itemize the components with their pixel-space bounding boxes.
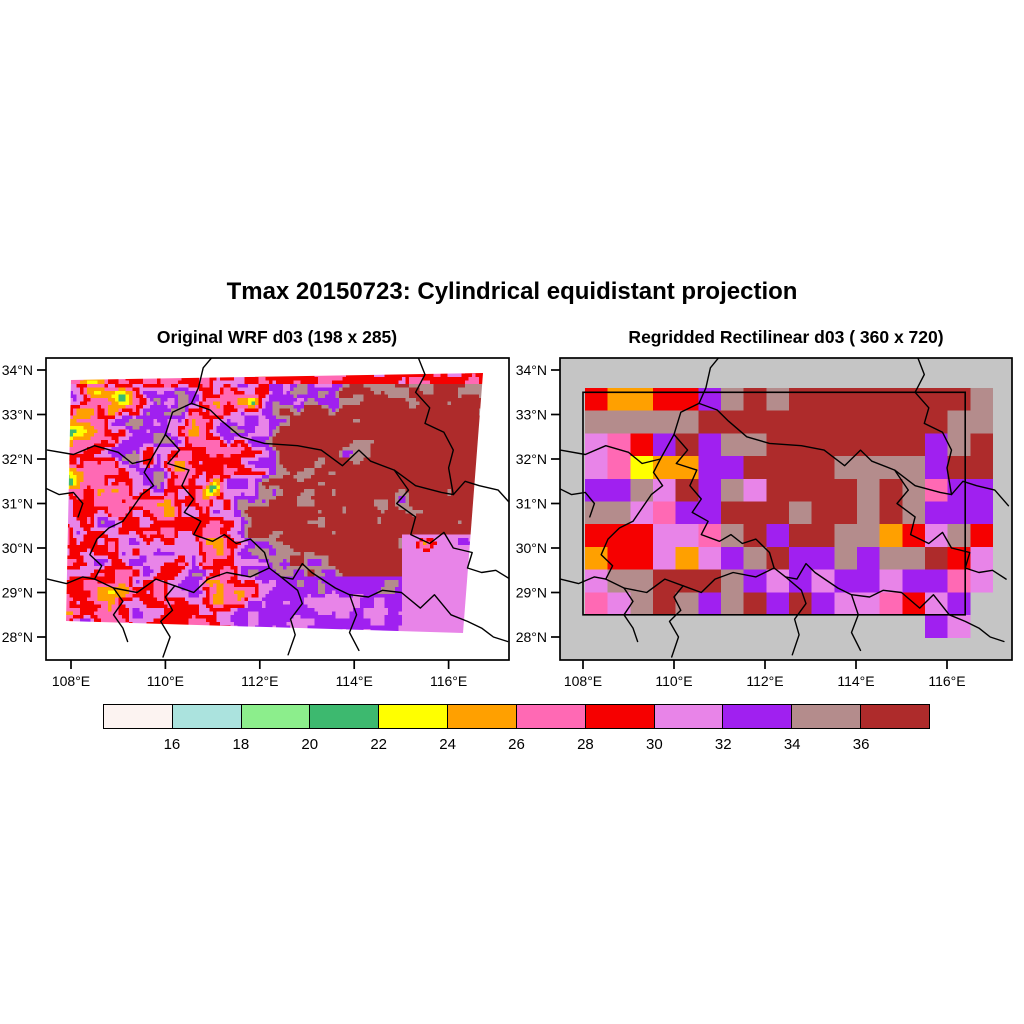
left-lat-tick-label: 33°N (2, 407, 33, 423)
domain-outline-rect (582, 391, 967, 616)
right-lon-tick-label: 110°E (655, 673, 692, 689)
map-boundary-line (850, 594, 862, 652)
colorbar-label: 22 (370, 736, 387, 753)
left-lon-tick-label: 116°E (430, 673, 467, 689)
right-lat-tick-label: 32°N (516, 451, 547, 467)
right-lon-tick-label: 112°E (746, 673, 783, 689)
map-boundary-line (89, 458, 155, 643)
map-boundary-line (46, 358, 213, 465)
left-map-area (46, 358, 509, 658)
colorbar-swatch-2 (172, 705, 242, 728)
map-boundary-line (348, 594, 360, 652)
colorbar-swatch-6 (448, 705, 517, 728)
left-lat-tick-label: 31°N (2, 496, 33, 512)
map-boundary-line (560, 358, 720, 465)
right-lat-tick-label: 31°N (516, 496, 547, 512)
colorbar-label: 20 (301, 736, 319, 753)
map-boundary-line (46, 487, 84, 518)
colorbar-swatch-11 (792, 705, 862, 728)
map-boundary-line (560, 576, 607, 585)
colorbar-label: 18 (232, 736, 250, 753)
left-lon-tick-label: 114°E (336, 673, 373, 689)
left-lat-tick-label: 32°N (2, 451, 33, 467)
colorbar-swatch-7 (516, 705, 586, 728)
right-lat-tick-label: 30°N (516, 540, 547, 556)
colorbar-swatch-10 (723, 705, 793, 728)
map-boundary-line (159, 585, 176, 658)
left-lat-tick-label: 30°N (2, 540, 33, 556)
right-map-area (560, 358, 1012, 660)
left-lon-tick-label: 112°E (241, 673, 278, 689)
map-boundary-line (560, 488, 596, 518)
left-lon-tick-label: 110°E (147, 673, 184, 689)
map-boundary-line (894, 469, 1007, 580)
map-boundary-line (46, 576, 96, 585)
colorbar-swatch-8 (585, 705, 655, 728)
left-panel-axes: 34°N 33°N 32°N 31°N 30°N 29°N 28°N 108°E 110°E 11… (2, 357, 510, 689)
colorbar-swatch-12 (861, 705, 929, 728)
left-lat-tick-label: 29°N (2, 585, 33, 601)
colorbar-label: 24 (439, 736, 456, 753)
map-boundary-line (668, 585, 684, 658)
right-lon-tick-label: 108°E (564, 673, 602, 689)
colorbar-label: 36 (852, 736, 870, 753)
map-boundary-line (673, 433, 775, 569)
map-boundary-line (600, 458, 664, 643)
colorbar-label: 30 (645, 736, 663, 753)
colorbar-label: 26 (508, 736, 525, 753)
map-boundary-line (414, 358, 454, 496)
map-boundary-line (393, 469, 509, 580)
left-lon-tick-label: 108°E (52, 673, 90, 689)
colorbar-swatch-1 (104, 705, 173, 728)
colorbar-label: 34 (783, 736, 801, 753)
left-lat-tick-label: 28°N (2, 629, 33, 645)
right-lat-tick-label: 29°N (516, 585, 547, 601)
right-lat-tick-label: 34°N (516, 362, 547, 378)
colorbar-label: 16 (163, 736, 181, 753)
left-panel-title: Original WRF d03 (198 x 285) (156, 327, 398, 347)
map-boundary-line (190, 402, 509, 504)
right-panel-title: Regridded Rectilinear d03 ( 360 x 720) (628, 327, 944, 347)
page-title: Tmax 20150723: Cylindrical equidistant p… (226, 278, 798, 305)
map-boundary-line (280, 576, 303, 656)
right-panel-axes: 34°N 33°N 32°N 31°N 30°N 29°N 28°N 108°E 110°E 11… (516, 357, 1013, 689)
colorbar-swatch-3 (241, 705, 311, 728)
right-lat-tick-label: 28°N (516, 629, 547, 645)
colorbar-swatch-5 (379, 705, 449, 728)
colorbar (103, 704, 930, 729)
map-boundary-line (164, 433, 270, 569)
right-lon-tick-label: 114°E (837, 673, 874, 689)
left-plot-frame (45, 357, 510, 661)
colorbar-label: 32 (714, 736, 732, 753)
colorbar-label: 28 (577, 736, 594, 753)
left-lat-tick-label: 34°N (2, 362, 33, 378)
right-plot-frame (559, 357, 1013, 661)
right-lat-tick-label: 33°N (516, 407, 547, 423)
colorbar-swatch-9 (654, 705, 724, 728)
right-map-grid-cells (585, 388, 994, 638)
map-boundary-line (112, 562, 509, 643)
right-lon-tick-label: 116°E (928, 673, 965, 689)
left-map-field (66, 373, 483, 633)
map-boundary-line (784, 576, 807, 656)
colorbar-swatch-4 (310, 705, 380, 728)
map-boundary-line (914, 358, 953, 496)
